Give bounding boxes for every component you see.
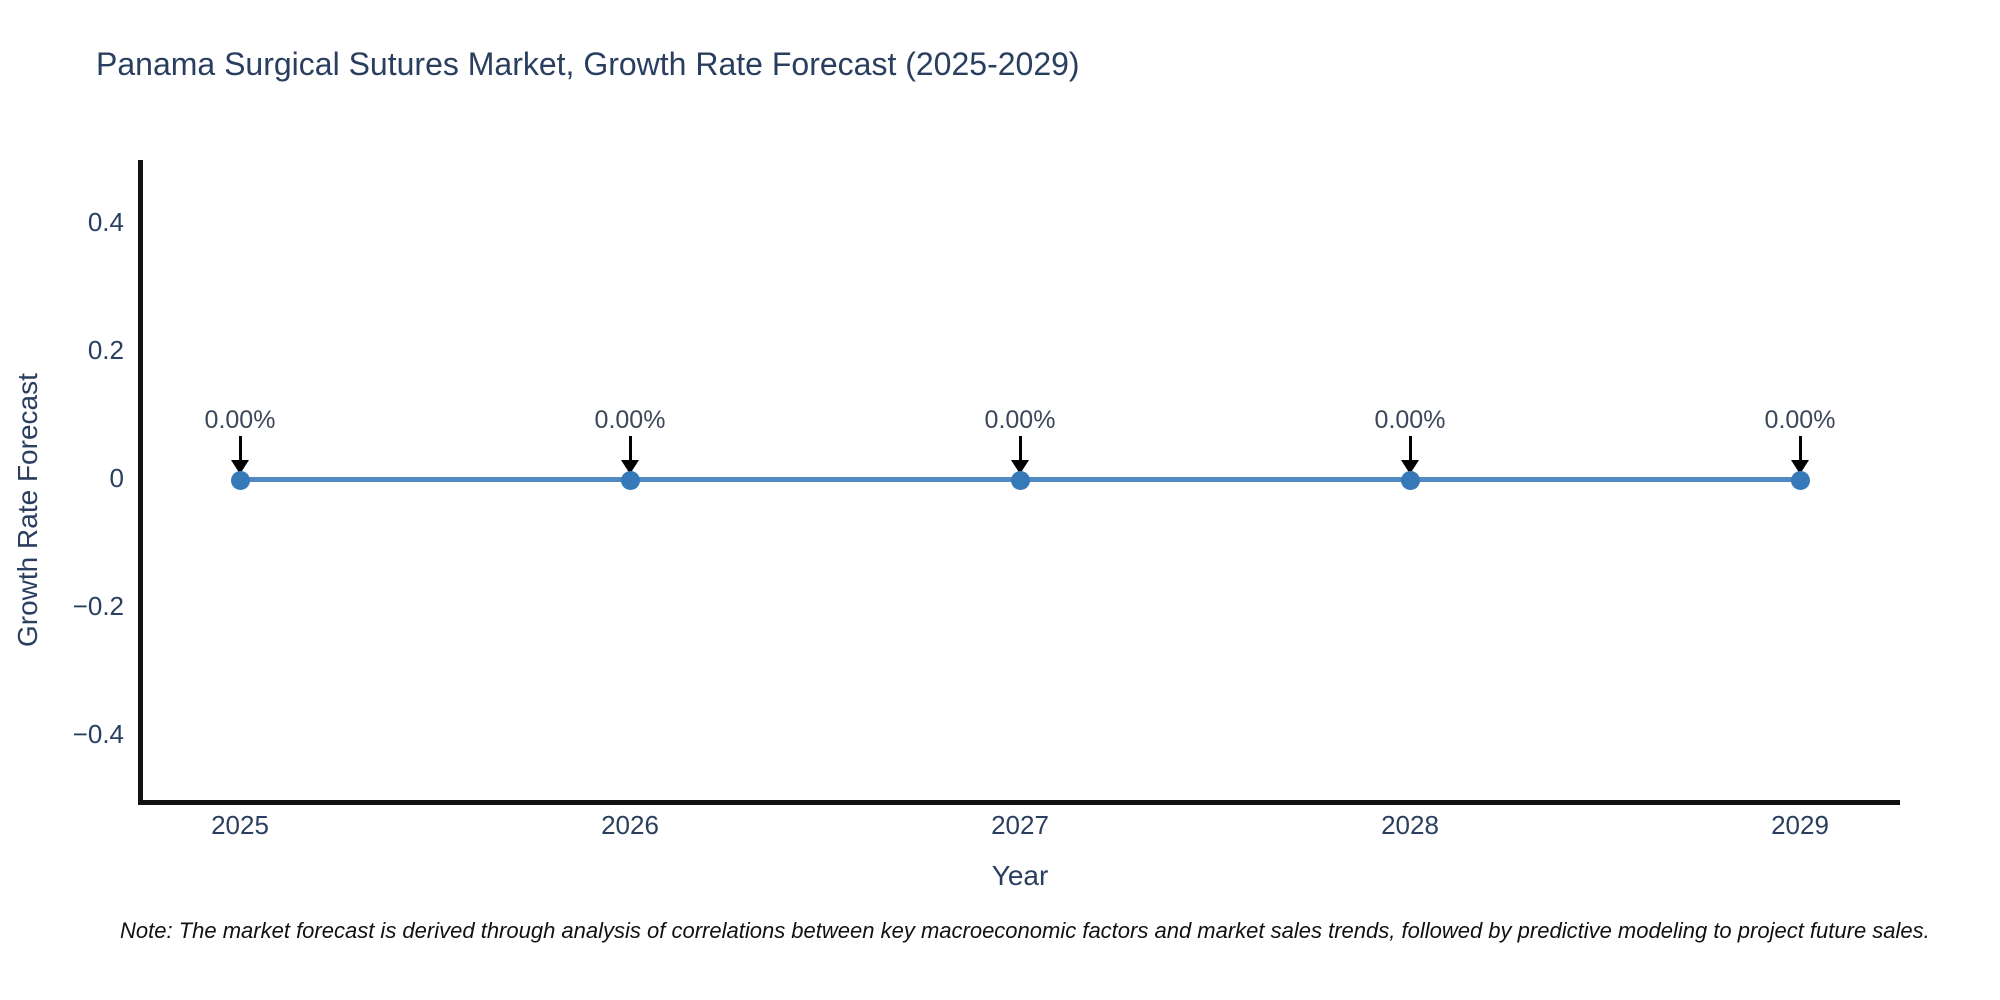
data-point-marker — [1790, 470, 1810, 490]
point-label: 0.00% — [1764, 406, 1836, 434]
data-point-marker — [1400, 470, 1420, 490]
annotation-arrow-head-icon — [1791, 460, 1809, 474]
x-tick-label: 2029 — [1771, 810, 1829, 840]
y-tick-label: −0.4 — [72, 719, 124, 749]
x-tick-label: 2027 — [991, 810, 1049, 840]
data-point-marker — [620, 470, 640, 490]
point-label: 0.00% — [594, 406, 666, 434]
point-label: 0.00% — [204, 406, 276, 434]
x-tick-label: 2026 — [601, 810, 659, 840]
y-tick-label: −0.2 — [72, 591, 124, 621]
annotation-arrow-stem — [628, 436, 632, 463]
chart-title: Panama Surgical Sutures Market, Growth R… — [96, 46, 1080, 82]
x-axis-line — [138, 800, 1900, 805]
y-axis-line — [138, 160, 143, 805]
annotation-arrow-head-icon — [231, 460, 249, 474]
annotation-arrow-head-icon — [1401, 460, 1419, 474]
annotation-arrow-stem — [1408, 436, 1412, 463]
x-tick-label: 2025 — [211, 810, 269, 840]
point-label: 0.00% — [984, 406, 1056, 434]
x-axis-title: Year — [991, 860, 1049, 891]
annotation-arrow-stem — [1018, 436, 1022, 463]
point-label: 0.00% — [1374, 406, 1446, 434]
y-tick-label: 0.2 — [87, 335, 124, 365]
footnote: Note: The market forecast is derived thr… — [120, 918, 1930, 943]
annotation-arrow-head-icon — [621, 460, 639, 474]
annotation-arrow-head-icon — [1011, 460, 1029, 474]
y-tick-label: 0.4 — [87, 207, 124, 237]
annotation-arrow-stem — [238, 436, 242, 463]
data-point-marker — [230, 470, 250, 490]
y-tick-label: 0 — [109, 463, 124, 493]
data-point-marker — [1010, 470, 1030, 490]
annotation-arrow-stem — [1798, 436, 1802, 463]
x-tick-label: 2028 — [1381, 810, 1439, 840]
